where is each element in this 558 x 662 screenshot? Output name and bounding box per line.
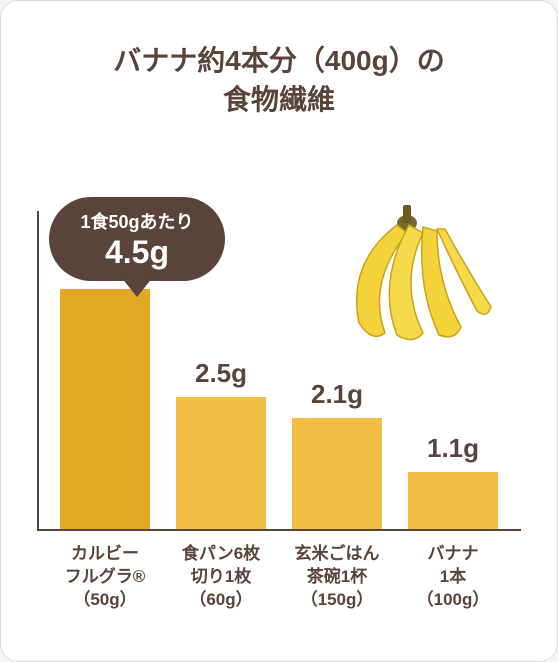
x-label-1: 食パン6枚 切り1枚 （60g） xyxy=(174,543,268,612)
x-axis xyxy=(37,529,521,531)
x-labels: カルビー フルグラ® （50g） 食パン6枚 切り1枚 （60g） 玄米ごはん … xyxy=(37,531,521,612)
bar-col-3: 1.1g xyxy=(406,433,500,531)
card-title: バナナ約4本分（400g）の 食物繊維 xyxy=(37,41,521,119)
banana-icon xyxy=(327,193,497,343)
x-label-0: カルビー フルグラ® （50g） xyxy=(58,543,152,612)
bar-col-0 xyxy=(58,281,152,531)
bubble-line-2: 4.5g xyxy=(105,234,169,271)
chart-area: 1食50gあたり 4.5g 2.5g xyxy=(37,211,521,612)
bar-col-2: 2.1g xyxy=(290,379,384,531)
x-label-2: 玄米ごはん 茶碗1杯 （150g） xyxy=(290,543,384,612)
bubble-line-1: 1食50gあたり xyxy=(80,208,193,234)
bar-value-1: 2.5g xyxy=(195,358,247,389)
title-line-2: 食物繊維 xyxy=(223,84,335,115)
bar-2 xyxy=(292,418,382,531)
info-card: バナナ約4本分（400g）の 食物繊維 1食50gあたり 4.5g xyxy=(0,0,558,662)
bar-value-3: 1.1g xyxy=(427,433,479,464)
title-line-1: バナナ約4本分（400g）の xyxy=(113,45,444,76)
bar-col-1: 2.5g xyxy=(174,358,268,531)
bar-0 xyxy=(60,289,150,531)
bar-value-2: 2.1g xyxy=(311,379,363,410)
callout-bubble: 1食50gあたり 4.5g xyxy=(49,197,225,281)
bar-1 xyxy=(176,397,266,531)
bar-3 xyxy=(408,472,498,531)
x-label-3: バナナ 1本 （100g） xyxy=(406,543,500,612)
